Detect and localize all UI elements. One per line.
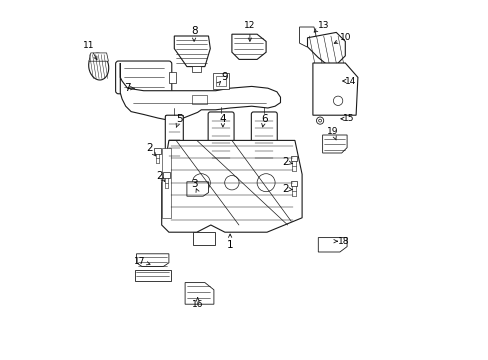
Text: 6: 6 xyxy=(261,114,267,124)
Text: 15: 15 xyxy=(343,114,354,123)
Polygon shape xyxy=(322,135,346,153)
Ellipse shape xyxy=(88,53,108,80)
FancyBboxPatch shape xyxy=(251,112,277,165)
Polygon shape xyxy=(162,140,302,232)
Polygon shape xyxy=(256,113,272,118)
Polygon shape xyxy=(174,36,210,67)
Bar xyxy=(168,72,176,83)
Text: 2: 2 xyxy=(282,157,288,167)
Text: 2: 2 xyxy=(282,184,288,194)
Polygon shape xyxy=(318,238,346,252)
Circle shape xyxy=(318,119,321,122)
Text: 8: 8 xyxy=(190,26,197,36)
Polygon shape xyxy=(307,32,345,65)
Text: 13: 13 xyxy=(317,21,329,30)
Text: 12: 12 xyxy=(244,21,255,30)
Bar xyxy=(216,76,225,86)
Text: 14: 14 xyxy=(345,77,356,85)
Polygon shape xyxy=(120,63,280,120)
Text: 2: 2 xyxy=(145,143,152,153)
Polygon shape xyxy=(89,53,108,61)
FancyBboxPatch shape xyxy=(165,115,183,162)
Polygon shape xyxy=(134,270,170,281)
Polygon shape xyxy=(312,63,357,115)
Circle shape xyxy=(192,174,210,192)
Text: 1: 1 xyxy=(226,240,233,250)
Text: 17: 17 xyxy=(134,256,145,265)
Polygon shape xyxy=(186,182,208,196)
Bar xyxy=(192,95,206,104)
Text: 16: 16 xyxy=(192,300,203,309)
Circle shape xyxy=(224,175,239,190)
Bar xyxy=(213,73,228,89)
Bar xyxy=(154,148,160,154)
Text: 19: 19 xyxy=(326,127,338,136)
Text: 2: 2 xyxy=(156,171,163,181)
Text: 4: 4 xyxy=(219,114,226,124)
Polygon shape xyxy=(162,148,170,218)
Text: 3: 3 xyxy=(190,179,197,189)
Text: 10: 10 xyxy=(339,33,350,42)
Text: 11: 11 xyxy=(83,40,95,49)
Polygon shape xyxy=(231,34,265,59)
Text: 9: 9 xyxy=(221,72,227,82)
Polygon shape xyxy=(136,254,168,266)
Circle shape xyxy=(257,174,275,192)
Polygon shape xyxy=(165,115,183,119)
Bar xyxy=(290,181,297,186)
Text: 7: 7 xyxy=(124,83,131,93)
Polygon shape xyxy=(185,283,213,304)
FancyBboxPatch shape xyxy=(115,61,171,94)
Ellipse shape xyxy=(214,162,227,169)
Polygon shape xyxy=(213,113,228,118)
Polygon shape xyxy=(192,232,215,245)
Circle shape xyxy=(333,96,342,105)
Bar xyxy=(290,156,297,161)
Ellipse shape xyxy=(258,162,270,169)
FancyBboxPatch shape xyxy=(208,112,234,165)
Bar xyxy=(192,66,201,72)
Bar xyxy=(163,172,169,178)
Circle shape xyxy=(316,117,323,124)
Ellipse shape xyxy=(168,159,179,165)
Text: 5: 5 xyxy=(176,114,183,124)
Text: 18: 18 xyxy=(337,237,348,246)
Polygon shape xyxy=(299,27,315,47)
